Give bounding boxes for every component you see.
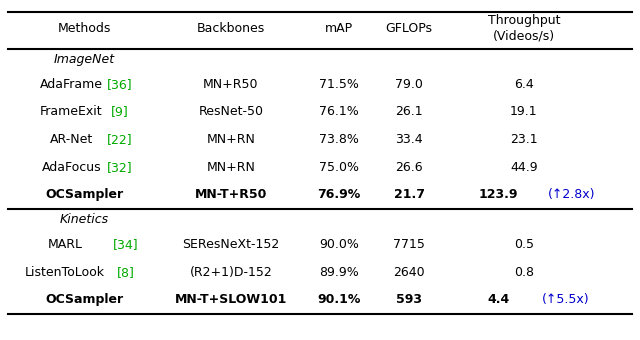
Text: OCSampler: OCSampler [45, 188, 124, 202]
Text: OCSampler: OCSampler [45, 293, 124, 306]
Text: 89.9%: 89.9% [319, 266, 359, 279]
Text: 33.4: 33.4 [396, 133, 423, 146]
Text: 73.8%: 73.8% [319, 133, 359, 146]
Text: 0.8: 0.8 [514, 266, 534, 279]
Text: Methods: Methods [58, 22, 111, 35]
Text: 75.0%: 75.0% [319, 161, 359, 174]
Text: MN-T+R50: MN-T+R50 [195, 188, 267, 202]
Text: mAP: mAP [325, 22, 353, 35]
Text: 76.1%: 76.1% [319, 105, 359, 119]
Text: MARL: MARL [47, 238, 83, 251]
Text: Kinetics: Kinetics [60, 213, 109, 226]
Text: AdaFrame: AdaFrame [40, 78, 103, 91]
Text: (R2+1)D-152: (R2+1)D-152 [189, 266, 272, 279]
Text: Backbones: Backbones [196, 22, 265, 35]
Text: 593: 593 [396, 293, 422, 306]
Text: 23.1: 23.1 [510, 133, 538, 146]
Text: Throughput
(Videos/s): Throughput (Videos/s) [488, 14, 560, 42]
Text: [34]: [34] [113, 238, 138, 251]
Text: ImageNet: ImageNet [54, 53, 115, 66]
Text: [8]: [8] [116, 266, 134, 279]
Text: GFLOPs: GFLOPs [386, 22, 433, 35]
Text: 90.1%: 90.1% [317, 293, 361, 306]
Text: ListenToLook: ListenToLook [25, 266, 105, 279]
Text: 21.7: 21.7 [394, 188, 425, 202]
Text: (↑5.5x): (↑5.5x) [541, 293, 589, 306]
Text: ResNet-50: ResNet-50 [198, 105, 263, 119]
Text: MN-T+SLOW101: MN-T+SLOW101 [175, 293, 287, 306]
Text: MN+RN: MN+RN [206, 161, 255, 174]
Text: [9]: [9] [110, 105, 128, 119]
Text: 7715: 7715 [393, 238, 425, 251]
Text: 76.9%: 76.9% [317, 188, 361, 202]
Text: AR-Net: AR-Net [50, 133, 93, 146]
Text: 6.4: 6.4 [514, 78, 534, 91]
Text: 71.5%: 71.5% [319, 78, 359, 91]
Text: MN+RN: MN+RN [206, 133, 255, 146]
Text: 19.1: 19.1 [510, 105, 538, 119]
Text: FrameExit: FrameExit [40, 105, 103, 119]
Text: 79.0: 79.0 [396, 78, 423, 91]
Text: [36]: [36] [106, 78, 132, 91]
Text: 0.5: 0.5 [514, 238, 534, 251]
Text: 26.6: 26.6 [396, 161, 423, 174]
Text: [32]: [32] [106, 161, 132, 174]
Text: MN+R50: MN+R50 [203, 78, 259, 91]
Text: AdaFocus: AdaFocus [42, 161, 101, 174]
Text: 26.1: 26.1 [396, 105, 423, 119]
Text: [22]: [22] [106, 133, 132, 146]
Text: 90.0%: 90.0% [319, 238, 359, 251]
Text: 123.9: 123.9 [479, 188, 518, 202]
Text: 2640: 2640 [394, 266, 425, 279]
Text: SEResNeXt-152: SEResNeXt-152 [182, 238, 280, 251]
Text: 44.9: 44.9 [510, 161, 538, 174]
Text: (↑2.8x): (↑2.8x) [548, 188, 595, 202]
Text: 4.4: 4.4 [487, 293, 509, 306]
